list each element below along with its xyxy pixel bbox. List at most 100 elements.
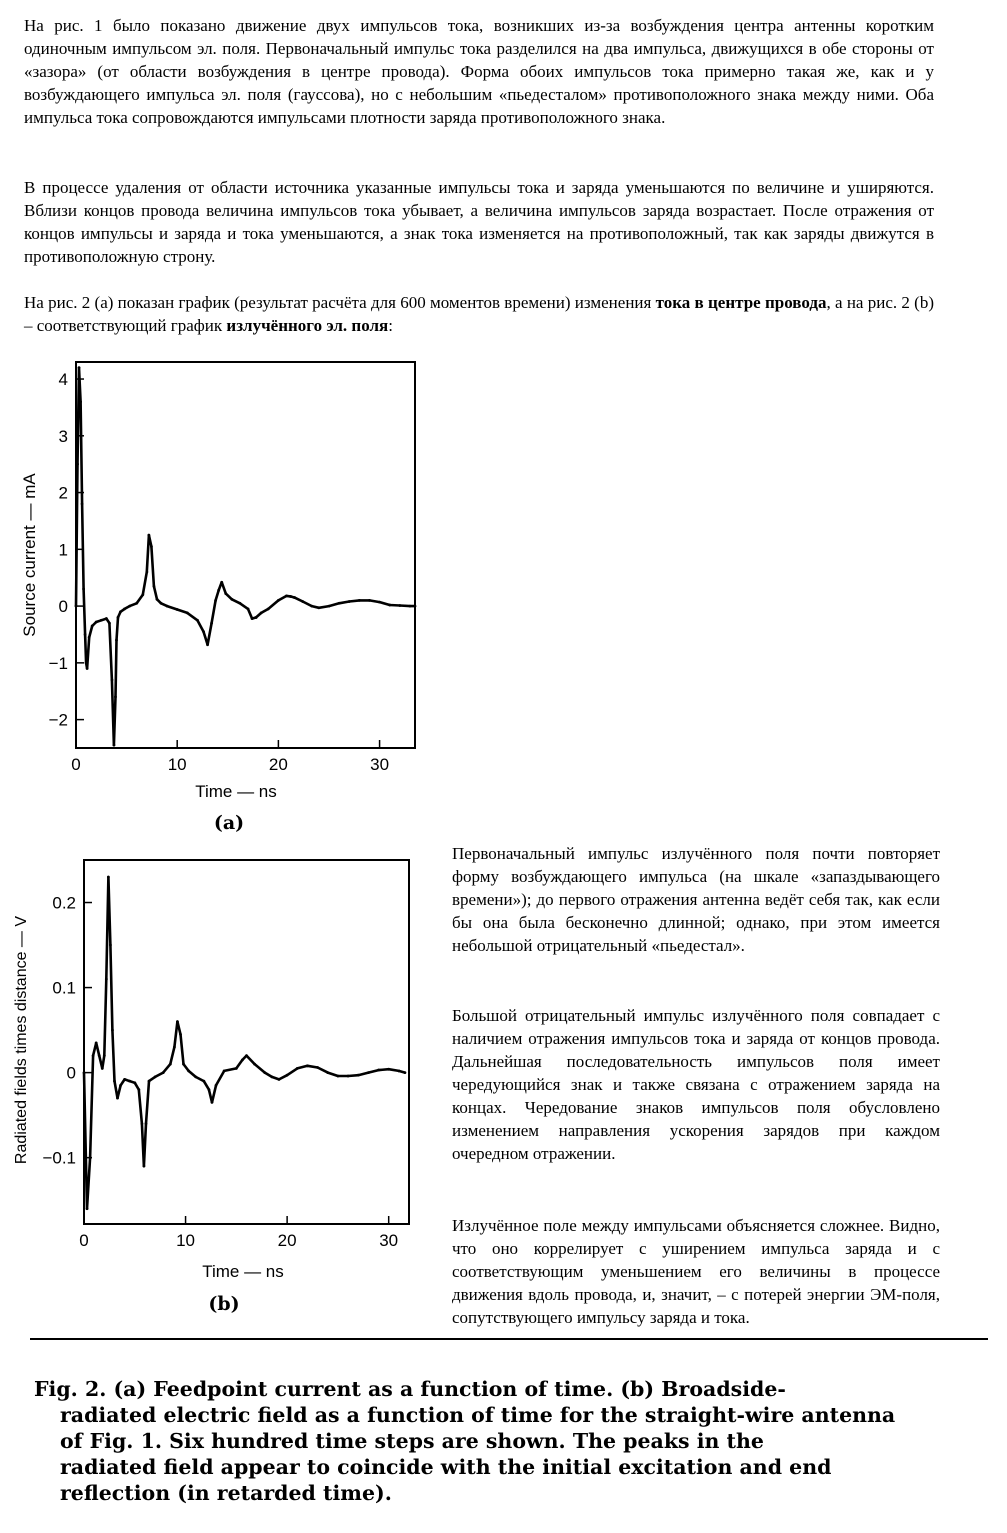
- chart-b-data-point: [326, 1071, 330, 1075]
- chart-a-data-point: [175, 608, 179, 611]
- figure-caption: Fig. 2. (a) Feedpoint current as a funct…: [34, 1376, 895, 1506]
- chart-b-data-point: [245, 1054, 248, 1058]
- chart-a-data-point: [246, 607, 250, 611]
- chart-a-data-point: [123, 607, 126, 611]
- chart-b-panel-label: (b): [208, 1293, 239, 1315]
- chart-b-data-point: [403, 1071, 407, 1075]
- chart-b-data-point: [147, 1079, 151, 1083]
- chart-a-xtick-label: 20: [269, 755, 288, 774]
- chart-a-data-point: [285, 594, 288, 598]
- chart-b-radiated-field: 0 10 20 30 0.2 0.1 0 −0.1 Time — ns Radiated fi…: [13, 859, 410, 1315]
- chart-b-ylabel: Radiated fields times distance — V: [13, 916, 30, 1164]
- paragraph-1: На рис. 1 было показано движение двух им…: [24, 16, 934, 127]
- chart-a-data-point: [87, 635, 91, 639]
- chart-a-data-point: [327, 604, 331, 608]
- p3-bold-field: излучённого эл. поля: [226, 316, 389, 335]
- chart-b-data-point: [277, 1078, 281, 1081]
- chart-a-data-point: [276, 599, 280, 602]
- chart-b-xtick-label: 30: [379, 1231, 398, 1250]
- chart-b-data-point: [176, 1020, 179, 1023]
- chart-a-data-point: [289, 595, 292, 598]
- chart-a-xlabel: Time — ns: [195, 782, 277, 801]
- chart-a-ytick-label: −2: [49, 711, 68, 730]
- chart-a-data-point: [250, 617, 254, 620]
- p3-part-c: , а на рис. 2 (b) – соответствующий граф…: [24, 293, 934, 335]
- chart-a-data-point: [337, 601, 341, 605]
- chart-b-data-point: [137, 1088, 141, 1092]
- chart-a-xtick-label: 0: [71, 755, 80, 774]
- chart-a-data-point: [210, 621, 214, 625]
- chart-b-ytick-label: −0.1: [42, 1149, 76, 1168]
- chart-b-data-point: [82, 1071, 86, 1075]
- chart-a-series-line: [74, 366, 415, 747]
- chart-a-data-point: [368, 599, 371, 602]
- chart-a-data-point: [254, 616, 258, 619]
- chart-a-data-point: [159, 601, 163, 605]
- chart-a-ytick-label: 2: [59, 484, 68, 503]
- chart-b-xtick-label: 0: [79, 1231, 88, 1250]
- chart-b-data-point: [295, 1066, 299, 1070]
- chart-b-data-point: [214, 1083, 218, 1087]
- chart-a-data-point: [206, 643, 209, 647]
- chart-b-data-point: [111, 1028, 114, 1032]
- chart-a-data-point: [155, 597, 159, 601]
- chart-a-data-point: [147, 533, 151, 537]
- chart-a-data-point: [77, 366, 81, 370]
- chart-a-data-point: [110, 678, 114, 682]
- chart-b-data-point: [94, 1041, 98, 1045]
- chart-a-data-point: [145, 570, 149, 574]
- chart-b-data-point: [210, 1100, 214, 1104]
- chart-a-data-point: [413, 604, 417, 608]
- chart-a-data-point: [112, 743, 116, 747]
- chart-a-data-point: [83, 633, 87, 636]
- chart-b-data-point: [285, 1073, 289, 1077]
- chart-a-ytick-label: 1: [59, 540, 68, 559]
- chart-a-data-point: [115, 638, 118, 642]
- chart-a-data-point: [99, 618, 103, 622]
- chart-b-data-point: [179, 1032, 182, 1036]
- chart-a-data-point: [220, 580, 224, 584]
- chart-b-data-point: [346, 1074, 350, 1078]
- chart-a-data-point: [149, 545, 153, 548]
- paragraph-3: На рис. 2 (a) показан график (результат …: [24, 291, 934, 337]
- side-paragraph-1: Первоначальный импульс излучённого поля …: [452, 844, 940, 955]
- chart-b-data-point: [182, 1062, 185, 1066]
- chart-b-ticks: 0 10 20 30 0.2 0.1 0 −0.1: [42, 894, 398, 1250]
- chart-b-series-line: [82, 875, 406, 1210]
- chart-a-data-point: [94, 620, 98, 624]
- chart-b-data-point: [85, 1207, 89, 1211]
- chart-a-data-point: [104, 617, 108, 620]
- chart-b-data-point: [88, 1156, 92, 1160]
- chart-b-data-point: [253, 1062, 257, 1066]
- chart-b-xtick-label: 10: [176, 1231, 195, 1250]
- chart-b-xtick-label: 20: [278, 1231, 297, 1250]
- chart-b-ytick-label: 0: [67, 1064, 76, 1083]
- chart-a-data-point: [378, 600, 381, 604]
- chart-a-data-point: [196, 618, 199, 622]
- p3-bold-current: тока в центре провода: [655, 293, 827, 312]
- chart-a-xtick-label: 30: [370, 755, 389, 774]
- chart-b-series: [82, 875, 407, 1211]
- chart-a-data-point: [84, 661, 88, 665]
- chart-b-data-point: [234, 1066, 238, 1070]
- chart-a-data-point: [76, 462, 79, 466]
- chart-a-data-point: [217, 588, 221, 592]
- paragraph-2: В процессе удаления от области источника…: [24, 178, 934, 266]
- chart-a-series: [74, 366, 417, 747]
- chart-a-ytick-label: −1: [49, 654, 68, 673]
- chart-a-data-point: [82, 587, 85, 591]
- chart-b-data-point: [119, 1083, 122, 1087]
- chart-b-data-point: [144, 1122, 148, 1126]
- chart-b-data-point: [207, 1088, 211, 1092]
- chart-b-data-point: [123, 1078, 127, 1081]
- chart-b-data-point: [102, 1054, 106, 1058]
- chart-a-xtick-label: 10: [168, 755, 187, 774]
- chart-a-ylabel: Source current — mA: [20, 473, 39, 637]
- chart-b-data-point: [263, 1071, 267, 1075]
- chart-a-data-point: [90, 624, 94, 628]
- chart-b-data-point: [397, 1069, 401, 1073]
- chart-a-data-point: [238, 601, 242, 605]
- chart-b-data-point: [116, 1096, 119, 1100]
- chart-b-data-point: [336, 1074, 340, 1078]
- chart-a-data-point: [85, 667, 89, 670]
